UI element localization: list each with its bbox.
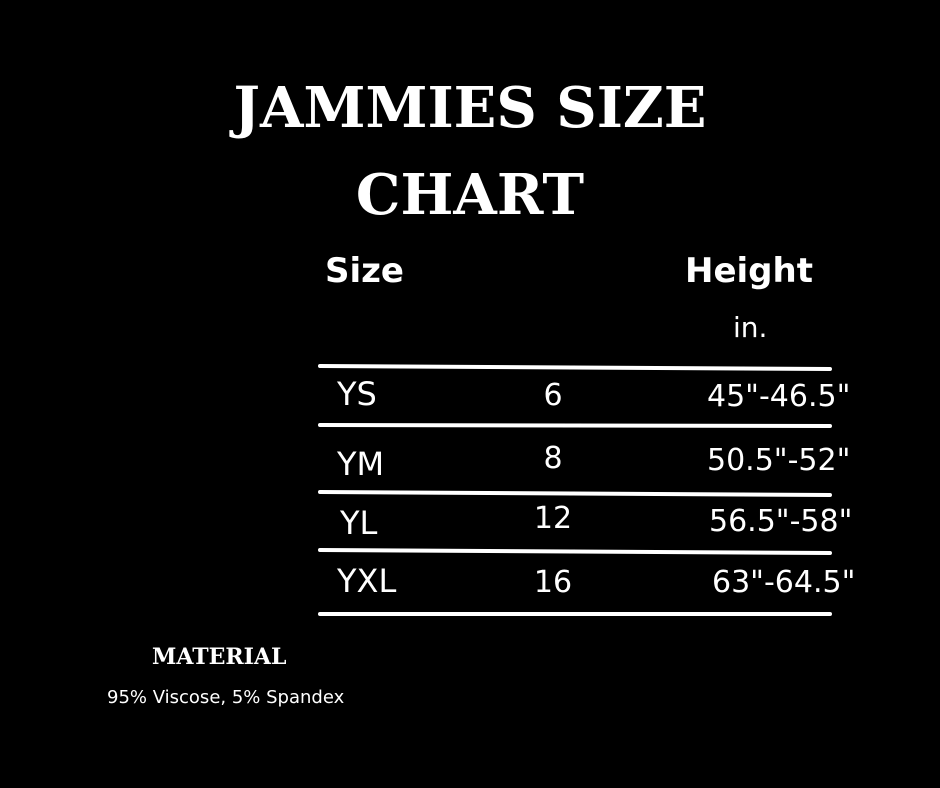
number-cell: 12 (533, 501, 573, 536)
height-cell: 45"-46.5" (707, 379, 851, 414)
header-height: Height (685, 251, 813, 291)
material-text: 95% Viscose, 5% Spandex (107, 687, 345, 708)
rule (318, 548, 832, 555)
size-cell: YS (337, 375, 377, 413)
header-unit: in. (733, 311, 768, 344)
height-cell: 56.5"-58" (709, 504, 853, 539)
number-cell: 6 (543, 378, 563, 413)
number-cell: 8 (543, 441, 563, 476)
material-heading: MATERIAL (152, 644, 287, 670)
size-cell: YXL (337, 562, 397, 600)
rule (318, 364, 832, 371)
size-cell: YM (337, 445, 385, 483)
rule (318, 423, 832, 428)
number-cell: 16 (533, 565, 573, 600)
title: CHART (355, 162, 585, 228)
height-cell: 50.5"-52" (707, 443, 851, 478)
height-cell: 63"-64.5" (712, 565, 856, 600)
rule (318, 490, 832, 497)
size-cell: YL (340, 504, 378, 542)
header-size: Size (325, 251, 404, 291)
title: JAMMIES SIZE (233, 75, 707, 141)
